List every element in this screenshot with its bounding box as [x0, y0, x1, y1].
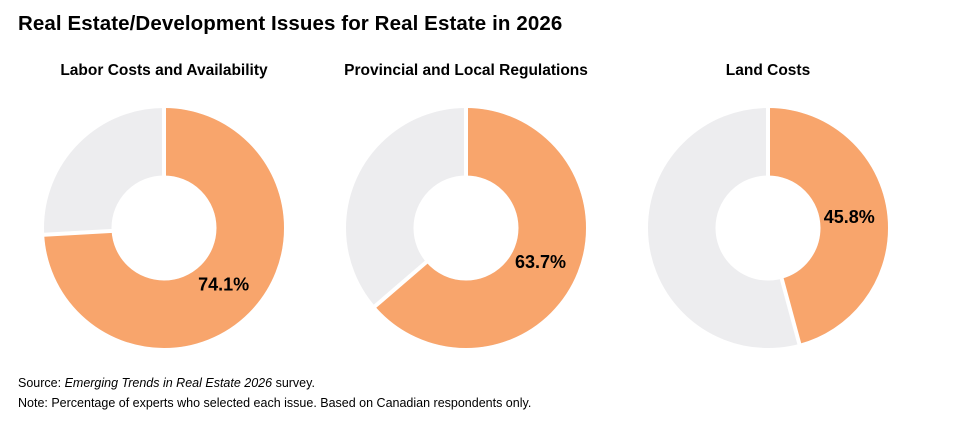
- percent-label: 45.8%: [824, 207, 875, 227]
- donut-svg: 45.8%: [648, 108, 888, 348]
- chart-title: Provincial and Local Regulations: [344, 62, 588, 79]
- figure-title: Real Estate/Development Issues for Real …: [18, 12, 563, 35]
- segment-separator: [778, 272, 802, 347]
- footnotes: Source: Emerging Trends in Real Estate 2…: [0, 373, 962, 413]
- note-line: Note: Percentage of experts who selected…: [18, 396, 532, 410]
- source-line: Source: Emerging Trends in Real Estate 2…: [18, 373, 962, 393]
- percent-label: 63.7%: [515, 252, 566, 272]
- donut-charts-row: Labor Costs and Availability 74.1% Provinc…: [0, 62, 962, 348]
- source-prefix: Source:: [18, 376, 65, 390]
- chart-title: Land Costs: [725, 62, 811, 79]
- donut-chart-3: Land Costs 45.8%: [617, 62, 919, 348]
- donut-svg: 74.1%: [44, 108, 284, 348]
- source-title-italic: Emerging Trends in Real Estate 2026: [64, 376, 273, 390]
- segment-separator: [44, 228, 118, 237]
- donut-chart-1: Labor Costs and Availability 74.1%: [13, 62, 315, 348]
- donut-chart-2: Provincial and Local Regulations 63.7%: [315, 62, 617, 348]
- source-suffix: survey.: [272, 376, 315, 390]
- donut-svg: 63.7%: [346, 108, 586, 348]
- segment-separator: [372, 257, 432, 310]
- percent-label: 74.1%: [198, 274, 249, 294]
- chart-title: Labor Costs and Availability: [60, 62, 268, 79]
